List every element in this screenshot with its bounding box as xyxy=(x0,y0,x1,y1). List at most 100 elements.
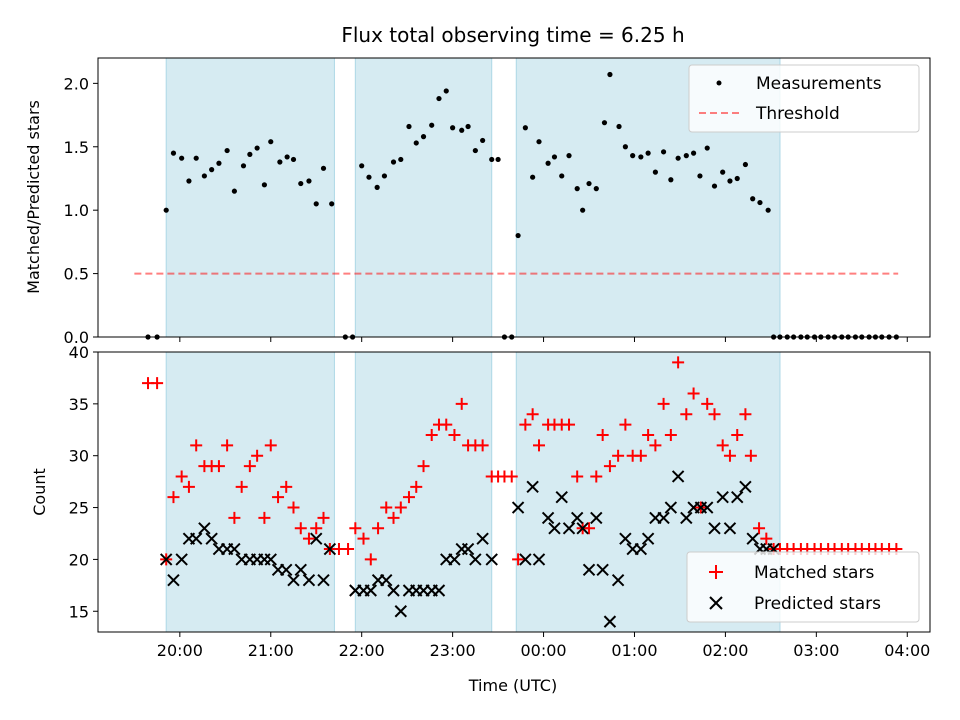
matched-star-point xyxy=(476,439,489,452)
matched-star-point xyxy=(590,470,603,483)
measurement-point xyxy=(465,123,471,130)
measurement-point xyxy=(480,137,486,144)
measurement-point xyxy=(170,150,177,156)
predicted-star-point xyxy=(476,532,489,545)
matched-star-point xyxy=(342,543,355,556)
measurement-points xyxy=(145,71,899,340)
measurement-point xyxy=(450,125,456,131)
x-axis-label: Time (UTC) xyxy=(468,676,557,695)
measurement-point xyxy=(586,180,592,187)
measurement-point xyxy=(580,207,586,213)
matched-star-point xyxy=(235,480,248,493)
legend-measurements-label: Measurements xyxy=(756,74,882,94)
bottom-legend: Matched stars Predicted stars xyxy=(686,551,920,623)
measurement-point xyxy=(247,151,253,157)
matched-star-point xyxy=(212,460,225,473)
legend-predicted-label: Predicted stars xyxy=(754,594,881,614)
y-tick-label: 25 xyxy=(69,499,89,518)
matched-star-point xyxy=(512,553,525,566)
predicted-star-point xyxy=(526,480,539,494)
x-tick-label: 01:00 xyxy=(611,641,657,660)
matched-star-point xyxy=(716,439,729,452)
measurement-point xyxy=(284,154,290,160)
predicted-star-point xyxy=(280,563,293,576)
matched-star-point xyxy=(190,439,203,452)
matched-star-point xyxy=(634,449,647,462)
measurement-point xyxy=(290,156,297,163)
measurement-point xyxy=(163,207,169,213)
measurement-point xyxy=(574,186,580,192)
measurement-point xyxy=(495,156,501,163)
matched-star-point xyxy=(394,501,407,514)
predicted-star-point xyxy=(634,542,648,556)
measurement-point xyxy=(645,150,651,156)
matched-star-point xyxy=(603,460,616,473)
matched-star-point xyxy=(387,511,400,524)
predicted-star-point xyxy=(310,532,323,545)
measurement-point xyxy=(240,163,247,169)
measurement-point xyxy=(765,207,771,213)
predicted-star-point xyxy=(590,511,603,525)
observing-span-2 xyxy=(354,57,493,338)
measurement-point xyxy=(757,199,763,206)
predicted-star-point xyxy=(716,490,729,504)
predicted-star-point xyxy=(739,480,752,494)
matched-star-point xyxy=(723,449,736,462)
measurement-point xyxy=(320,165,327,171)
top-y-axis-label: Matched/Predicted stars xyxy=(24,100,43,294)
measurement-point xyxy=(690,150,697,156)
legend-matched-marker xyxy=(709,565,723,579)
predicted-star-point xyxy=(264,553,277,566)
measurement-point xyxy=(277,159,283,165)
matched-star-point xyxy=(571,470,584,483)
matched-star-point xyxy=(708,408,721,421)
matched-star-point xyxy=(739,408,752,421)
matched-star-point xyxy=(680,408,693,421)
measurement-point xyxy=(186,178,192,184)
top-axes-frame xyxy=(97,57,931,338)
chart-title: Flux total observing time = 6.25 h xyxy=(341,23,684,47)
y-tick-label: 40 xyxy=(69,343,89,362)
y-tick-label: 15 xyxy=(69,602,89,621)
matched-star-point xyxy=(563,418,576,431)
matched-star-point xyxy=(167,491,180,504)
matched-star-point xyxy=(417,460,430,473)
measurement-point xyxy=(429,122,435,128)
matched-star-point xyxy=(372,522,385,535)
matched-star-point xyxy=(505,470,518,483)
matched-star-point xyxy=(425,428,438,441)
measurement-point xyxy=(179,155,185,161)
matched-star-point xyxy=(251,449,264,462)
observing-spans-bottom xyxy=(165,351,781,633)
matched-star-point xyxy=(364,553,377,566)
predicted-star-point xyxy=(708,522,721,535)
matched-star-point xyxy=(672,356,685,369)
measurement-point xyxy=(559,173,565,179)
matched-star-point xyxy=(310,522,323,535)
predicted-star-point xyxy=(532,553,546,566)
measurement-point xyxy=(630,153,636,159)
top-panel: 0.00.51.01.52.0 Matched/Predicted stars … xyxy=(24,57,931,347)
predicted-star-point xyxy=(302,573,316,587)
measurement-point xyxy=(668,177,674,183)
matched-star-point xyxy=(448,428,461,441)
predicted-star-point xyxy=(611,573,625,587)
predicted-star-point xyxy=(701,501,714,514)
measurement-point xyxy=(306,178,312,184)
matched-star-point xyxy=(649,439,662,452)
predicted-star-point xyxy=(576,522,589,535)
measurement-point xyxy=(313,201,319,207)
measurement-point xyxy=(224,147,230,154)
predicted-star-point xyxy=(294,563,307,576)
measurement-point xyxy=(566,153,572,159)
x-tick-label: 04:00 xyxy=(884,641,930,660)
matched-star-point xyxy=(349,522,362,535)
measurement-point xyxy=(459,127,465,133)
matched-star-point xyxy=(612,449,625,462)
matched-star-point xyxy=(294,522,307,535)
predicted-star-point xyxy=(664,501,678,514)
measurement-point xyxy=(616,123,622,130)
matched-star-point xyxy=(317,511,330,524)
measurement-point xyxy=(551,154,558,160)
